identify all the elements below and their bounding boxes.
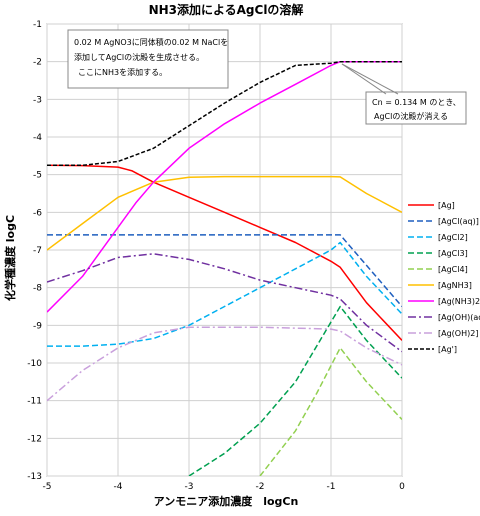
legend-label: [AgCl(aq)]: [438, 217, 479, 226]
callout-box: [365, 91, 467, 125]
note-line-3: ここにNH3を添加する。: [78, 67, 167, 77]
callout-line-2: AgClの沈殿が消える: [374, 111, 448, 121]
annotation-layer: 0.02 M AgNO3に同体積の0.02 M NaClを 添加してAgClの沈…: [67, 29, 467, 125]
series-line-1: [47, 164, 402, 341]
y-axis-label: 化学種濃度 logC: [3, 215, 17, 301]
axis-layer: -1-2-3-4-5-6-7-8-9-10-11-12-13-5 -4 -3 -2 -1…: [27, 20, 405, 492]
callout-pointer-1: [341, 63, 387, 95]
legend-label: [Ag(OH)(aq)]: [438, 313, 480, 322]
x-tick-label: -3: [185, 482, 194, 492]
x-tick-label: -1: [327, 482, 336, 492]
series-line-8: [47, 253, 402, 353]
y-tick-label: -8: [33, 284, 42, 294]
grid-layer: [46, 23, 403, 477]
y-tick-label: -1: [33, 20, 42, 30]
y-tick-label: -7: [33, 246, 42, 256]
legend-label: [AgCl4]: [438, 265, 468, 274]
x-tick-label: -4: [114, 482, 123, 492]
x-tick-label: -5: [43, 482, 52, 492]
y-tick-label: -3: [33, 95, 42, 105]
y-tick-label: -10: [27, 359, 42, 369]
legend-label: [AgNH3]: [438, 281, 472, 290]
y-tick-label: -6: [33, 208, 42, 218]
legend-label: [Ag(OH)2]: [438, 329, 478, 338]
series-group: [47, 60, 402, 476]
legend-label: [Ag(NH3)2]: [438, 297, 480, 306]
y-tick-label: -5: [33, 171, 42, 181]
note-box: [67, 29, 229, 89]
series-line-6: [47, 175, 402, 251]
legend-label: [Ag']: [438, 345, 457, 354]
series-line-4: [188, 305, 402, 476]
chart-title: NH3添加によるAgClの溶解: [149, 2, 304, 17]
legend-label: [AgCl3]: [438, 249, 468, 258]
x-tick-label: -2: [256, 482, 265, 492]
series-line-9: [47, 326, 402, 402]
legend: [Ag] [AgCl(aq)] [AgCl2] [AgCl3] [AgCl4] [AgNH…: [408, 201, 480, 354]
x-axis-label: アンモニア添加濃度 logCn: [154, 494, 299, 508]
y-tick-label: -11: [27, 397, 42, 407]
series-line-3: [47, 241, 402, 347]
x-tick-label: 0: [399, 482, 405, 492]
series-layer: [47, 60, 402, 476]
callout-pointer-2: [341, 63, 399, 95]
series-line-5: [259, 347, 402, 476]
y-tick-label: -4: [33, 133, 42, 143]
callout-line-1: Cn = 0.134 M のとき、: [372, 98, 461, 107]
series-line-2: [47, 234, 402, 307]
series-line-10: [47, 60, 402, 167]
y-tick-label: -13: [27, 472, 42, 482]
y-tick-label: -9: [33, 321, 42, 331]
y-tick-label: -12: [27, 434, 42, 444]
legend-label: [AgCl2]: [438, 233, 468, 242]
series-line-7: [47, 60, 402, 313]
y-tick-label: -2: [33, 58, 42, 68]
note-line-1: 0.02 M AgNO3に同体積の0.02 M NaClを: [74, 37, 228, 47]
note-line-2: 添加してAgClの沈殿を生成させる。: [74, 52, 204, 62]
legend-label: [Ag]: [438, 201, 455, 210]
